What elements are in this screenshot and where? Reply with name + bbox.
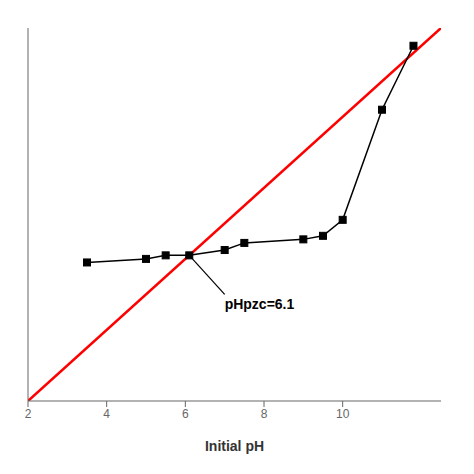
svg-text:4: 4 bbox=[103, 407, 110, 421]
svg-text:Initial pH: Initial pH bbox=[205, 438, 264, 454]
svg-text:pHpzc=6.1: pHpzc=6.1 bbox=[225, 296, 295, 312]
svg-text:6: 6 bbox=[182, 407, 189, 421]
svg-text:10: 10 bbox=[336, 407, 350, 421]
svg-text:2: 2 bbox=[25, 407, 32, 421]
svg-text:8: 8 bbox=[261, 407, 268, 421]
